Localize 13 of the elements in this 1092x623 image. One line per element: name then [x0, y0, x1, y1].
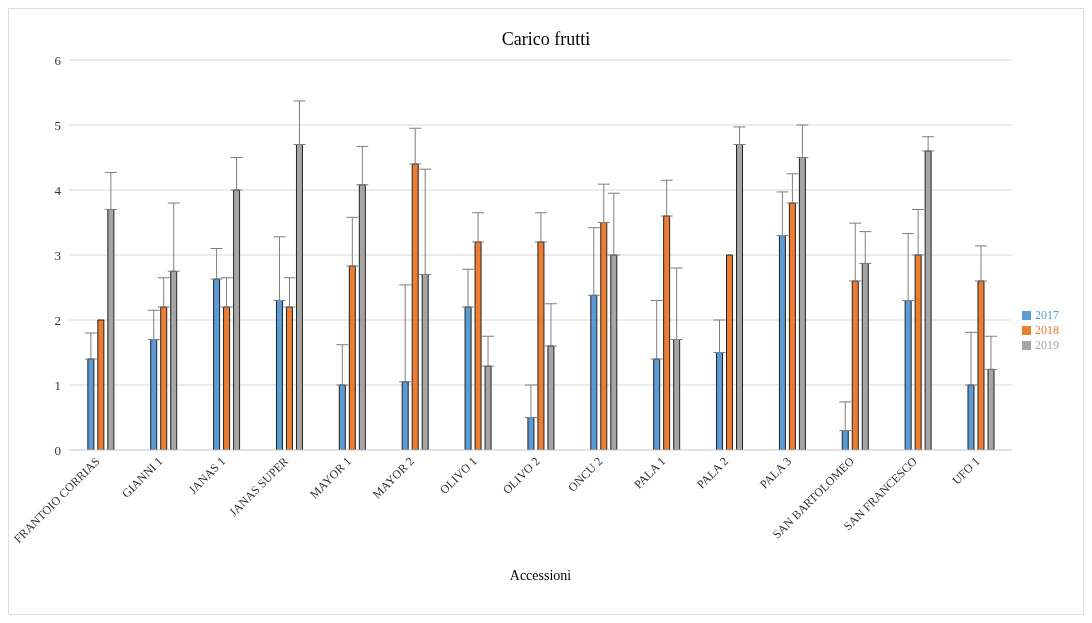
chart-title: Carico frutti — [500, 29, 592, 50]
x-axis-title: Accessioni — [509, 568, 572, 583]
legend-label: 2017 — [1035, 307, 1059, 322]
y-tick-label: 2 — [54, 312, 61, 328]
y-tick-label: 6 — [54, 52, 62, 68]
x-tick-label: UFO 1 — [949, 454, 983, 488]
y-tick-label: 1 — [54, 377, 61, 393]
legend-label: 2018 — [1035, 322, 1059, 337]
y-tick-label: 3 — [54, 247, 61, 263]
y-tick-label: 5 — [54, 117, 61, 133]
y-tick-label: 4 — [54, 182, 62, 198]
legend-label: 2019 — [1035, 337, 1059, 352]
y-tick-label: 0 — [54, 442, 61, 458]
